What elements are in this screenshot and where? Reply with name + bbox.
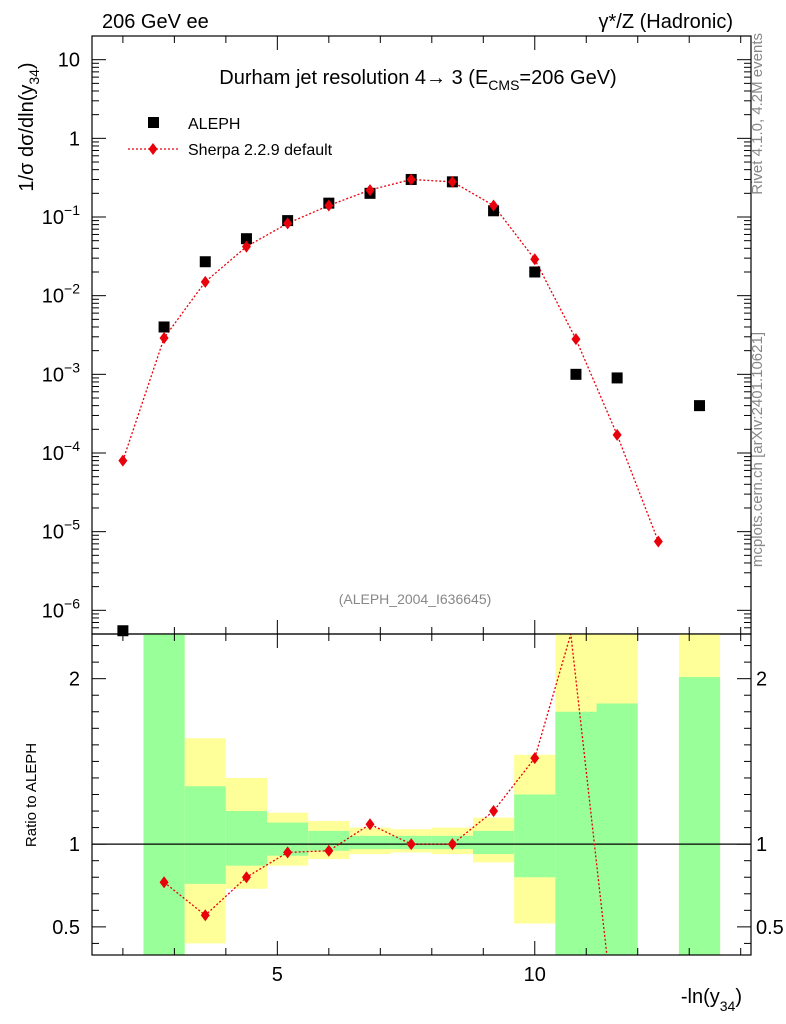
header-right-label: γ*/Z (Hadronic)	[599, 11, 733, 33]
ratio-band-inner	[184, 786, 226, 884]
ratio-sherpa-point	[241, 871, 251, 884]
ratio-sherpa-point	[283, 846, 293, 859]
ratio-panel: 0.5 0.5 1 1 2 2 5 10 Ratio to ALEPH -ln(y34)	[23, 633, 784, 1014]
ratio-sherpa-point	[406, 838, 416, 851]
ratio-band-inner	[225, 811, 268, 866]
aleph-point	[199, 256, 211, 268]
legend-aleph-label: ALEPH	[188, 116, 240, 133]
main-series-layer	[117, 173, 706, 637]
ratio-band-inner	[678, 677, 721, 955]
ratio-y-tick-label: 2	[69, 669, 80, 691]
sherpa-point	[118, 454, 128, 467]
main-panel: 10−6 10−5 10−4 10−3 10−2 10−1 1 10 Durham jet r…	[16, 35, 752, 637]
analysis-id-watermark: (ALEPH_2004_I636645)	[339, 591, 492, 607]
aleph-point	[529, 266, 541, 278]
chart-title: Durham jet resolution 4→ 3 (ECMS=206 GeV…	[219, 67, 616, 93]
aleph-point	[611, 372, 623, 384]
ratio-y-tick-label: 0.5	[52, 917, 80, 939]
header-left-label: 206 GeV ee	[102, 11, 209, 33]
ratio-sherpa-point	[324, 844, 334, 857]
ratio-band-inner	[308, 830, 350, 851]
rivet-version-label: Rivet 4.1.0, 4.2M events	[749, 33, 766, 195]
ratio-band-inner	[555, 711, 597, 955]
aleph-point	[240, 233, 252, 245]
aleph-point	[570, 368, 582, 380]
x-axis-label: -ln(y34)	[681, 986, 742, 1014]
mcplots-source-label: mcplots.cern.ch [arXiv:2401.10621]	[749, 332, 766, 567]
main-y-tick-label: 10−2	[42, 281, 80, 308]
ratio-sherpa-point	[200, 909, 210, 922]
legend-aleph-marker	[148, 117, 159, 128]
main-x-ticks	[122, 36, 742, 634]
sherpa-point	[571, 333, 581, 346]
ratio-uncertainty-bands	[143, 634, 721, 955]
ratio-y-tick-label-right: 1	[756, 834, 767, 856]
ratio-y-tick-label: 1	[69, 834, 80, 856]
sherpa-point	[241, 240, 251, 253]
ratio-y-tick-label-right: 2	[756, 669, 767, 691]
sherpa-point	[159, 331, 169, 344]
ratio-sherpa-point	[489, 805, 499, 818]
main-y-tick-label: 10−5	[42, 517, 80, 544]
sherpa-point	[530, 253, 540, 266]
sherpa-point	[324, 199, 334, 212]
main-y-tick-label: 10−1	[42, 202, 80, 229]
ratio-sherpa-point	[365, 818, 375, 831]
legend-sherpa-marker	[148, 143, 158, 155]
ratio-sherpa-point	[530, 752, 540, 765]
main-y-tick-label: 10−6	[42, 595, 80, 622]
ratio-y-axis-label: Ratio to ALEPH	[23, 743, 40, 847]
ratio-y-axis: 0.5 0.5 1 1 2 2	[52, 645, 784, 944]
main-y-tick-label: 10−4	[42, 438, 80, 465]
ratio-x-axis: 5 10	[122, 634, 742, 986]
sherpa-point	[406, 173, 416, 186]
ratio-band-inner	[472, 830, 515, 855]
sherpa-point	[283, 217, 293, 230]
sherpa-line	[122, 178, 659, 542]
ratio-band-inner	[514, 794, 556, 878]
ratio-y-tick-label-right: 0.5	[756, 917, 784, 939]
ratio-band-inner	[143, 634, 185, 955]
main-y-tick-label: 1	[69, 128, 80, 150]
sherpa-point	[200, 275, 210, 288]
main-y-axis-label: 1/σ dσ/dln(y34)	[16, 62, 42, 191]
main-y-axis: 10−6 10−5 10−4 10−3 10−2 10−1 1 10	[42, 35, 751, 635]
x-tick-label: 5	[272, 964, 283, 986]
ratio-band-inner	[596, 703, 638, 955]
main-y-tick-label: 10−3	[42, 359, 80, 386]
aleph-point	[694, 400, 706, 412]
sherpa-point	[447, 175, 457, 188]
ratio-sherpa-point	[159, 876, 169, 889]
sherpa-point	[365, 184, 375, 197]
main-y-tick-label: 10	[58, 50, 80, 72]
aleph-point	[117, 625, 129, 637]
sherpa-point	[653, 535, 663, 548]
ratio-sherpa-point	[447, 838, 457, 851]
x-tick-label: 10	[524, 964, 546, 986]
ratio-sherpa-line	[163, 757, 536, 917]
sherpa-point	[489, 199, 499, 212]
aleph-point	[158, 321, 170, 333]
legend: ALEPH Sherpa 2.2.9 default	[128, 116, 333, 159]
ratio-band-inner	[349, 835, 391, 850]
legend-sherpa-label: Sherpa 2.2.9 default	[188, 142, 333, 159]
sherpa-point	[612, 428, 622, 441]
